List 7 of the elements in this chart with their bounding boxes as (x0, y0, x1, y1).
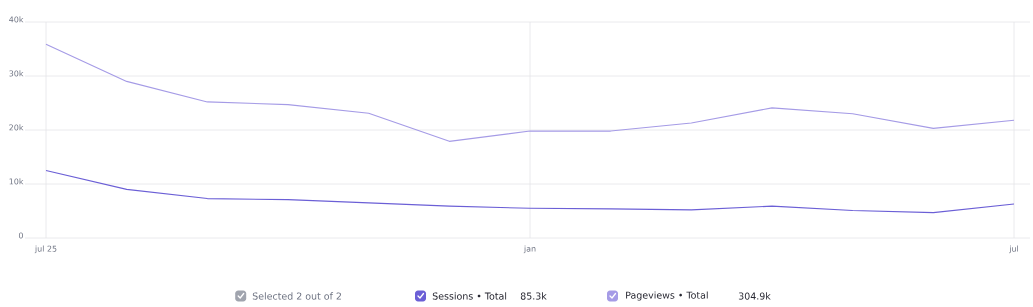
legend-label: Sessions • Total (432, 292, 507, 300)
legend-label: Pageviews • Total (626, 291, 708, 301)
text: 85.3k (520, 292, 547, 300)
line-series (45, 43, 1015, 142)
text: Selected 2 out of 2 (252, 292, 341, 300)
line-series (45, 169, 1015, 214)
text: 304.9k (738, 292, 771, 300)
